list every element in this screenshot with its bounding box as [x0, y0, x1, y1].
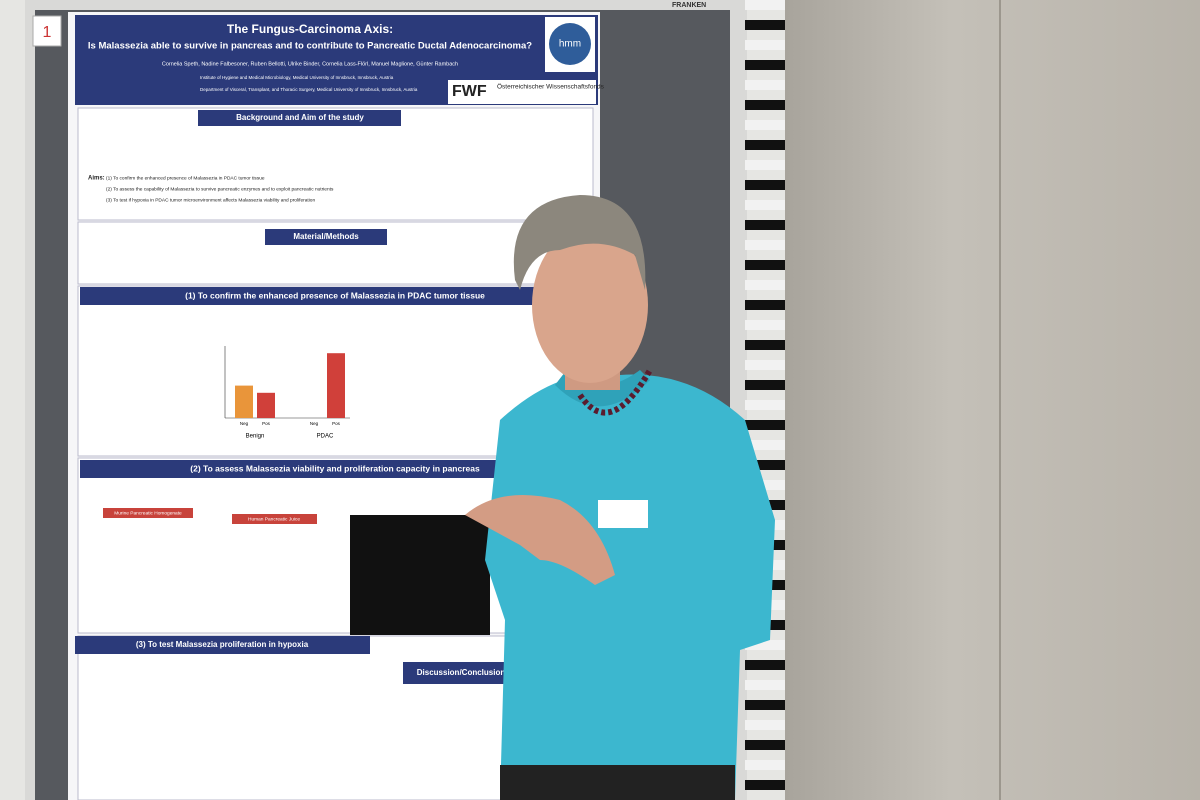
figure: Neg Pos Neg Pos Benign PDAC: [224, 346, 350, 440]
stripe: [745, 640, 790, 650]
stripe: [745, 780, 790, 790]
group-label: Benign: [246, 434, 265, 440]
aim: (2) To assess the capability of Malassez…: [106, 186, 334, 192]
stripe: [745, 440, 790, 450]
stripe: [745, 480, 790, 490]
stripe: [745, 60, 790, 70]
hands: [465, 495, 615, 585]
stripe: [745, 460, 790, 470]
fwf-logo: FWF: [452, 83, 487, 100]
stripe: [745, 180, 790, 190]
section-heading-bar: [80, 287, 590, 305]
presenter: [465, 195, 775, 800]
polo-shirt: [485, 373, 775, 800]
aim: (3) To test if hypoxia in PDAC tumor mic…: [106, 197, 315, 203]
group-label: PDAC: [317, 434, 334, 440]
stripe: [745, 740, 790, 750]
fwf-box: [448, 80, 596, 104]
stripe: [745, 340, 790, 350]
panel-title-bar: [103, 508, 193, 518]
pillar: [785, 0, 1200, 800]
stripe: [745, 680, 790, 690]
stripe: [745, 120, 790, 130]
poster-title: The Fungus-Carcinoma Axis:: [227, 22, 393, 36]
stripe: [745, 700, 790, 710]
stripe: [745, 280, 790, 290]
fwf-name: Österreichischer Wissenschaftsfonds: [497, 83, 605, 91]
stripe: [745, 80, 790, 90]
section-heading-bar: [198, 110, 401, 126]
hair: [513, 195, 646, 290]
panel-title: Human Pancreatic Juice: [248, 516, 300, 522]
board-number-card: [32, 15, 62, 47]
stripe: [745, 220, 790, 230]
x-tick-label: Pos: [262, 421, 271, 426]
name-badge: [598, 500, 648, 528]
bar: [257, 392, 275, 418]
poster-subtitle: Is Malassezia able to survive in pancrea…: [88, 41, 532, 52]
panel-title-bar: [232, 514, 317, 524]
section-heading: Background and Aim of the study: [236, 113, 364, 122]
microscopy-images: [350, 515, 490, 635]
stripe: [745, 40, 790, 50]
section-heading: (2) To assess Malassezia viability and p…: [190, 463, 480, 473]
stripe: [745, 660, 790, 670]
stripe: [745, 360, 790, 370]
section-heading: Material/Methods: [293, 232, 359, 241]
stripe: [745, 320, 790, 330]
stripe: [745, 0, 790, 10]
necklace: [577, 368, 653, 416]
x-tick-label: Neg: [310, 421, 319, 426]
affiliation: Institute of Hygiene and Medical Microbi…: [200, 75, 394, 80]
logo-circle: [549, 23, 591, 65]
stripe: [745, 420, 790, 430]
panel-title: Murine Pancreatic Homogenate: [114, 510, 182, 516]
stripe: [745, 140, 790, 150]
aims-label: Aims:: [88, 176, 105, 182]
section-heading-bar: [265, 229, 387, 245]
skirt: [500, 765, 735, 800]
stripe: [745, 20, 790, 30]
stripe: [745, 160, 790, 170]
face: [532, 227, 648, 383]
stripe: [745, 300, 790, 310]
stripe: [745, 400, 790, 410]
aim: (1) To confirm the enhanced presence of …: [106, 175, 265, 181]
stripe: [745, 200, 790, 210]
logo-text: hmm: [559, 39, 581, 50]
affiliation: Department of Visceral, Transplant, and …: [200, 87, 418, 92]
board-number: 1: [43, 24, 52, 41]
x-tick-label: Pos: [332, 421, 341, 426]
stripe: [745, 720, 790, 730]
section-box: [77, 107, 594, 221]
section-heading: (3) To test Malassezia proliferation in …: [136, 640, 309, 649]
section-heading: (1) To confirm the enhanced presence of …: [185, 290, 485, 300]
stripe: [745, 100, 790, 110]
stripe: [745, 240, 790, 250]
x-tick-label: Neg: [240, 421, 249, 426]
section-heading-bar: [403, 662, 520, 684]
bar: [327, 353, 345, 418]
bar: [235, 385, 253, 418]
stripe: [745, 760, 790, 770]
stripe: [745, 380, 790, 390]
section-heading: Discussion/Conclusion: [417, 668, 506, 677]
section-heading-bar: [75, 636, 370, 654]
poster-authors: Cornelia Speth, Nadine Falbesoner, Ruben…: [162, 61, 458, 67]
section-heading-bar: [80, 460, 590, 478]
board-label: FRANKEN: [672, 2, 706, 9]
stripe: [745, 260, 790, 270]
